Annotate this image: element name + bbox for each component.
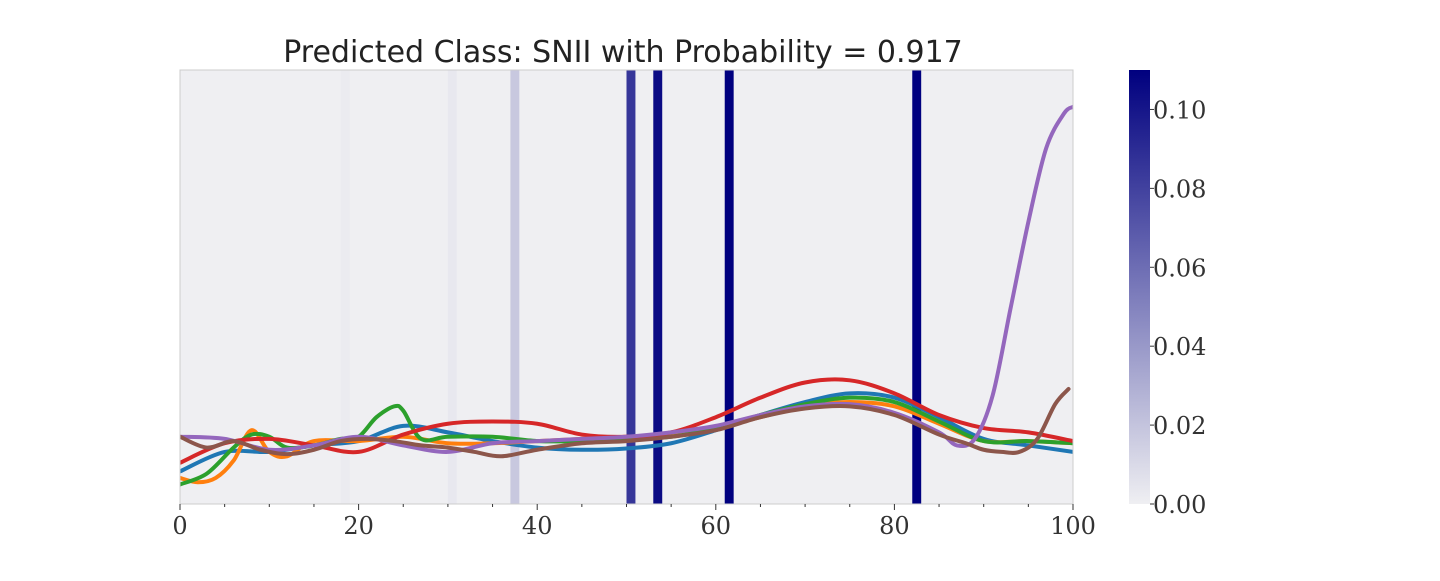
series-lines — [180, 104, 1073, 487]
attention-band-4 — [653, 70, 663, 504]
colorbar-tick-label-2: 0.04 — [1153, 333, 1206, 361]
x-axis: 0 20 40 60 80 100 — [172, 504, 1096, 540]
series-line-2 — [180, 395, 1073, 487]
x-tick-label-3: 60 — [701, 512, 732, 540]
colorbar-ticks: 0.00 0.02 0.04 0.06 0.08 0.10 — [1150, 96, 1206, 519]
colorbar-tick-label-3: 0.06 — [1153, 254, 1206, 282]
series-line-5 — [180, 386, 1071, 459]
x-tick-label-4: 80 — [879, 512, 910, 540]
x-tick-label-1: 20 — [343, 512, 374, 540]
attention-band-6 — [912, 70, 922, 504]
attention-band-2 — [510, 70, 520, 504]
colorbar-tick-label-1: 0.02 — [1153, 412, 1206, 440]
x-tick-label-2: 40 — [522, 512, 553, 540]
attention-band-0 — [340, 70, 350, 504]
colorbar-tick-label-0: 0.00 — [1153, 491, 1206, 519]
attention-band-3 — [626, 70, 636, 504]
attention-band-5 — [724, 70, 734, 504]
colorbar — [1129, 70, 1150, 504]
chart-title: Predicted Class: SNII with Probability =… — [283, 35, 963, 70]
colorbar-tick-label-5: 0.10 — [1153, 96, 1206, 124]
colorbar-tick-label-4: 0.08 — [1153, 175, 1206, 203]
attention-bands — [340, 70, 922, 504]
x-tick-label-0: 0 — [172, 512, 187, 540]
attention-band-1 — [447, 70, 457, 504]
x-tick-label-5: 100 — [1050, 512, 1096, 540]
